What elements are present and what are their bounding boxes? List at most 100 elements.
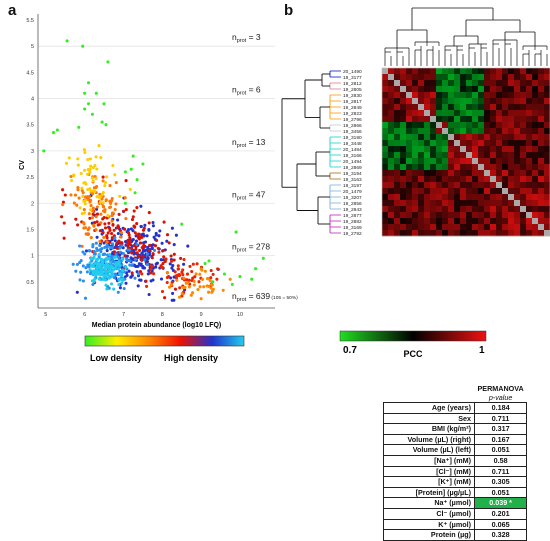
heatmap-cell	[418, 194, 425, 201]
heatmap-cell	[436, 74, 443, 81]
heatmap-cell	[454, 158, 461, 165]
heatmap-cell	[526, 98, 533, 105]
heatmap-cell	[532, 182, 539, 189]
heatmap-cell	[544, 200, 550, 207]
data-point	[83, 91, 87, 95]
data-point	[140, 235, 144, 239]
heatmap-cell	[448, 104, 455, 111]
heatmap-cell	[394, 170, 401, 177]
heatmap-cell	[526, 128, 533, 135]
heatmap-cell	[478, 116, 485, 123]
row-label: 19_3207	[343, 195, 362, 201]
data-point	[108, 205, 113, 209]
heatmap-cell	[466, 92, 473, 99]
data-point	[133, 276, 137, 280]
pcc-colorbar	[339, 330, 487, 342]
data-point	[121, 251, 125, 256]
heatmap-cell	[388, 92, 395, 99]
data-point	[173, 287, 178, 291]
row-label: 19_2796	[343, 117, 362, 123]
heatmap-cell	[508, 164, 515, 171]
data-point	[100, 197, 104, 201]
data-point	[109, 201, 113, 205]
heatmap-cell	[382, 230, 389, 237]
heatmap-cell	[412, 122, 419, 129]
heatmap-cell	[484, 98, 491, 105]
data-point	[129, 227, 133, 231]
row-pvalue: 0.201	[473, 507, 528, 520]
heatmap-cell	[418, 80, 425, 87]
heatmap-cell	[472, 134, 479, 141]
heatmap-cell	[406, 110, 413, 117]
data-point	[83, 226, 88, 230]
heatmap-cell	[526, 230, 533, 237]
heatmap-cell	[412, 176, 419, 183]
heatmap-cell	[490, 110, 497, 117]
data-point	[191, 262, 195, 266]
data-point	[135, 251, 139, 255]
heatmap-cell	[496, 116, 503, 123]
data-point	[126, 230, 130, 235]
heatmap-cell	[394, 140, 401, 147]
data-point	[84, 249, 89, 253]
heatmap-cell	[502, 110, 509, 117]
heatmap-cell	[472, 146, 479, 153]
data-point	[141, 254, 145, 258]
heatmap-cell	[532, 218, 539, 225]
heatmap-cell	[406, 164, 413, 171]
heatmap-cell	[400, 116, 407, 123]
data-point	[101, 201, 105, 205]
data-point	[112, 268, 116, 272]
heatmap-cell	[532, 80, 539, 87]
heatmap-cell	[466, 74, 473, 81]
heatmap-cell	[454, 188, 461, 195]
data-point	[97, 272, 101, 276]
heatmap-cell	[406, 218, 413, 225]
heatmap-cell	[406, 152, 413, 159]
heatmap-cell	[520, 122, 527, 129]
heatmap-cell	[484, 140, 491, 147]
heatmap-cell	[520, 230, 527, 237]
heatmap-cell	[412, 164, 419, 171]
heatmap-cell	[520, 128, 527, 135]
heatmap-cell	[400, 92, 407, 99]
row-label: 19_2830	[343, 93, 362, 99]
heatmap-cell	[388, 176, 395, 183]
row-label: 20_1490	[343, 69, 362, 75]
heatmap-cell	[472, 122, 479, 129]
data-point	[137, 237, 141, 241]
heatmap-cell	[502, 104, 509, 111]
data-point	[93, 189, 97, 193]
data-point	[106, 60, 110, 64]
data-point	[93, 277, 97, 281]
heatmap-cell	[466, 188, 473, 195]
heatmap-cell	[418, 128, 425, 135]
heatmap-cell	[448, 68, 455, 75]
x-tick-label: 7	[122, 312, 125, 318]
data-point	[105, 243, 109, 247]
x-tick-label: 5	[44, 312, 47, 318]
heatmap-cell	[418, 158, 425, 165]
heatmap-cell	[394, 206, 401, 213]
heatmap-cell	[430, 164, 437, 171]
heatmap-cell	[382, 164, 389, 171]
heatmap-cell	[430, 74, 437, 81]
heatmap-cell	[388, 140, 395, 147]
data-point	[87, 195, 91, 199]
data-point	[75, 203, 79, 207]
row-label: 19_2849	[343, 105, 362, 111]
heatmap-cell	[472, 110, 479, 117]
data-point	[138, 269, 143, 274]
heatmap-cell	[532, 116, 539, 123]
data-point	[55, 128, 59, 132]
data-point	[102, 252, 106, 256]
data-point	[177, 273, 181, 277]
heatmap-cell	[418, 200, 425, 207]
heatmap-cell	[520, 194, 527, 201]
heatmap-cell	[544, 80, 550, 87]
heatmap-cell	[526, 146, 533, 153]
data-point	[86, 228, 90, 232]
heatmap-cell	[490, 80, 497, 87]
heatmap-cell	[430, 146, 437, 153]
data-point	[123, 254, 127, 258]
